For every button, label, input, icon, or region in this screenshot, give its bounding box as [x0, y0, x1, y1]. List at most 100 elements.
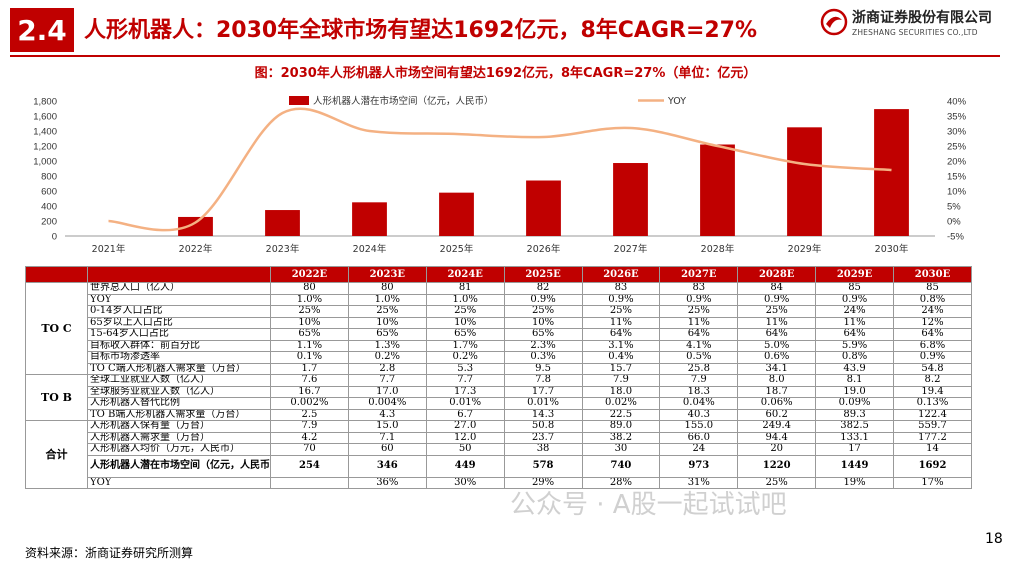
table-cell: 1449 [815, 454, 894, 478]
row-label: YOY [87, 293, 271, 306]
table-cell: 19% [815, 476, 894, 489]
table-cell: 17.3 [425, 385, 505, 398]
table-cell: 84 [737, 282, 817, 295]
table-cell: 38.2 [581, 431, 661, 444]
row-label: 人形机器人需求量（万台） [87, 431, 271, 444]
table-cell: 578 [503, 454, 583, 478]
row-label: 人形机器人均价（万元，人民币） [87, 443, 271, 456]
table-cell: 19.4 [893, 385, 972, 398]
table-cell: 25% [270, 305, 349, 318]
table-cell: 10% [503, 316, 583, 329]
table-cell: 25% [347, 305, 427, 318]
table-cell: 64% [737, 328, 817, 341]
table-cell: 0.9% [815, 293, 894, 306]
row-label: 世界总人口（亿人） [87, 282, 271, 295]
bar-market-size [874, 109, 909, 236]
table-header-cell: 2026E [581, 266, 661, 283]
table-header-cell: 2025E [503, 266, 583, 283]
table-cell: 7.9 [581, 374, 661, 387]
page-title: 人形机器人：2030年全球市场有望达1692亿元，8年CAGR=27% [84, 18, 758, 43]
x-tick-label: 2023年 [266, 243, 300, 255]
table-cell: 60 [347, 443, 427, 456]
x-tick-label: 2022年 [179, 243, 213, 255]
table-cell: 11% [737, 316, 817, 329]
table-cell: 4.1% [659, 339, 739, 352]
y-right-tick-label: 0% [947, 217, 961, 228]
table-cell: 81 [425, 282, 505, 295]
table-cell: 177.2 [893, 431, 972, 444]
table-cell: 28% [581, 476, 661, 489]
table-cell: 1220 [737, 454, 817, 478]
table-cell: 7.9 [659, 374, 739, 387]
table-cell: 65% [347, 328, 427, 341]
table-cell: 0.4% [581, 351, 661, 364]
y-left-tick-label: 800 [41, 172, 57, 183]
y-right-tick-label: 10% [947, 187, 967, 198]
table-cell: 5.3 [425, 362, 505, 375]
table-row: 人形机器人潜在市场空间（亿元，人民币） 254 346 449 578 740 973 122… [26, 454, 972, 478]
y-right-tick-label: 25% [947, 142, 967, 153]
y-left-tick-label: 1,600 [33, 112, 57, 123]
x-tick-label: 2026年 [527, 243, 561, 255]
table-cell: 7.6 [270, 374, 349, 387]
table-cell: 9.5 [503, 362, 583, 375]
table-row: 目标市场渗透率 0.1% 0.2% 0.2% 0.3% 0.4% 0.5% 0.6% 0.8% 0… [26, 351, 972, 364]
table-header-cell: 2030E [893, 266, 972, 283]
table-cell: 65% [425, 328, 505, 341]
table-cell: 64% [893, 328, 972, 341]
table-cell: 7.7 [347, 374, 427, 387]
table-row: 0-14岁人口占比 25% 25% 25% 25% 25% 25% 25% 24% 24% [26, 305, 972, 318]
table-cell: 24 [659, 443, 739, 456]
table-cell: 7.1 [347, 431, 427, 444]
table-cell: 0.9% [737, 293, 817, 306]
bar-market-size [178, 216, 213, 236]
watermark: 公众号 · A股一起试试吧 [510, 490, 787, 520]
table-cell: 20 [737, 443, 817, 456]
table-cell: 19.0 [815, 385, 894, 398]
table-cell: 89.0 [581, 420, 661, 433]
table-cell: 18.7 [737, 385, 817, 398]
table-cell: 50.8 [503, 420, 583, 433]
table-cell: 85 [815, 282, 894, 295]
table-cell: 10% [347, 316, 427, 329]
table-cell: 66.0 [659, 431, 739, 444]
table-header-cell: 2024E [425, 266, 505, 283]
table-cell: 8.2 [893, 374, 972, 387]
y-left-tick-label: 1,400 [33, 127, 57, 138]
table-cell: 25% [659, 305, 739, 318]
y-right-tick-label: 35% [947, 112, 967, 123]
table-cell: 25% [425, 305, 505, 318]
table-cell: 8.0 [737, 374, 817, 387]
x-tick-label: 2025年 [440, 243, 474, 255]
logo-english-name: ZHESHANG SECURITIES CO.,LTD [852, 28, 978, 37]
table-cell: 15.7 [581, 362, 661, 375]
table-cell: 82 [503, 282, 583, 295]
table-cell: 64% [581, 328, 661, 341]
x-tick-label: 2027年 [614, 243, 648, 255]
market-size-chart: 0 200 400 600 800 1,000 1,200 1,400 1,600 1,800 -5… [33, 95, 967, 255]
table-cell: 2.5 [270, 408, 349, 421]
row-group-label: 合计 [25, 420, 88, 489]
table-cell: 11% [659, 316, 739, 329]
table-cell: 34.1 [737, 362, 817, 375]
table-cell: 122.4 [893, 408, 972, 421]
table-cell [270, 476, 349, 489]
x-tick-label: 2028年 [701, 243, 735, 255]
table-cell: 10% [270, 316, 349, 329]
table-cell: 0.004% [347, 397, 427, 410]
table-cell: 64% [815, 328, 894, 341]
table-cell: 4.2 [270, 431, 349, 444]
row-label: 人形机器人保有量（万台） [87, 420, 271, 433]
table-cell: 65% [270, 328, 349, 341]
legend-line-label: YOY [667, 96, 686, 107]
y-left-tick-label: 1,200 [33, 142, 57, 153]
row-group-label: TO B [25, 374, 88, 421]
row-group-label: TO C [25, 282, 88, 375]
table-cell: 740 [581, 454, 661, 478]
table-cell: 12% [893, 316, 972, 329]
table-cell: 12.0 [425, 431, 505, 444]
bar-market-size [787, 127, 822, 236]
table-row: 15-64岁人口占比 65% 65% 65% 65% 64% 64% 64% 64% 64% [26, 328, 972, 341]
table-cell: 54.8 [893, 362, 972, 375]
section-number: 2.4 [10, 8, 74, 52]
